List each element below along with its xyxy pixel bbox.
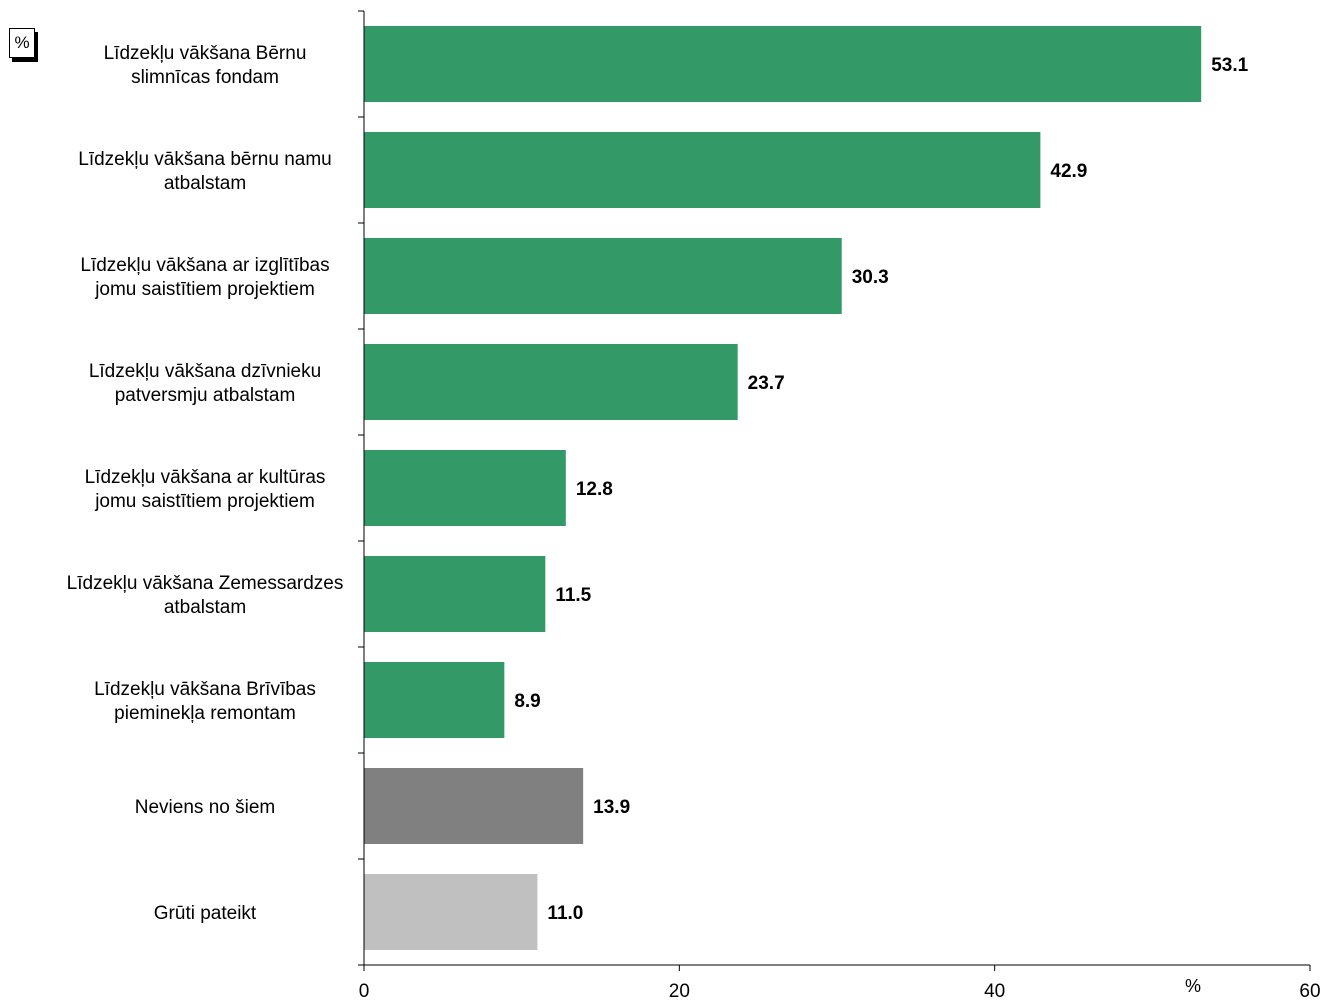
bars-layer bbox=[364, 26, 1202, 950]
category-label-9: Grūti pateikt bbox=[154, 903, 257, 924]
bar-2 bbox=[364, 132, 1041, 208]
bar-7 bbox=[364, 662, 505, 738]
category-label-5: Līdzekļu vākšana ar kultūras jomu saistīt… bbox=[85, 467, 326, 512]
x-tick-label-40: 40 bbox=[984, 981, 1005, 1002]
bar-5 bbox=[364, 450, 566, 526]
category-labels-layer: Līdzekļu vākšana Bērnu slimnīcas fondam Lī… bbox=[67, 43, 344, 924]
category-label-8: Neviens no šiem bbox=[135, 797, 275, 818]
category-label-1: Līdzekļu vākšana Bērnu slimnīcas fondam bbox=[104, 43, 307, 88]
bar-8 bbox=[364, 768, 584, 844]
category-label-6: Līdzekļu vākšana Zemessardzes atbalstam bbox=[67, 573, 344, 618]
bar-9 bbox=[364, 874, 538, 950]
data-label-3: 30.3 bbox=[852, 267, 889, 288]
data-label-4: 23.7 bbox=[748, 373, 785, 394]
x-tick-label-20: 20 bbox=[669, 981, 690, 1002]
category-label-7: Līdzekļu vākšana Brīvības pieminekļa remo… bbox=[94, 679, 316, 724]
x-tick-label-60: 60 bbox=[1299, 981, 1320, 1002]
category-label-4: Līdzekļu vākšana dzīvnieku patversmju atb… bbox=[89, 361, 321, 406]
bar-6 bbox=[364, 556, 546, 632]
data-labels-layer: 53.1 42.9 30.3 23.7 12.8 11.5 8.9 13.9 11.0 bbox=[514, 55, 1248, 924]
unit-badge: % bbox=[9, 28, 35, 58]
data-label-2: 42.9 bbox=[1050, 161, 1087, 182]
x-axis-unit-label: % bbox=[1185, 976, 1202, 996]
category-label-3: Līdzekļu vākšana ar izglītības jomu saist… bbox=[80, 255, 329, 300]
axes-layer: 0 20 40 60 bbox=[358, 10, 1321, 1002]
category-label-2: Līdzekļu vākšana bērnu namu atbalstam bbox=[78, 149, 332, 194]
bar-1 bbox=[364, 26, 1202, 102]
data-label-8: 13.9 bbox=[593, 797, 630, 818]
data-label-5: 12.8 bbox=[576, 479, 613, 500]
data-label-9: 11.0 bbox=[547, 903, 583, 924]
x-tick-label-0: 0 bbox=[359, 981, 370, 1002]
bar-4 bbox=[364, 344, 738, 420]
bar-3 bbox=[364, 238, 842, 314]
data-label-7: 8.9 bbox=[514, 691, 540, 712]
data-label-6: 11.5 bbox=[555, 585, 591, 606]
data-label-1: 53.1 bbox=[1211, 55, 1248, 76]
